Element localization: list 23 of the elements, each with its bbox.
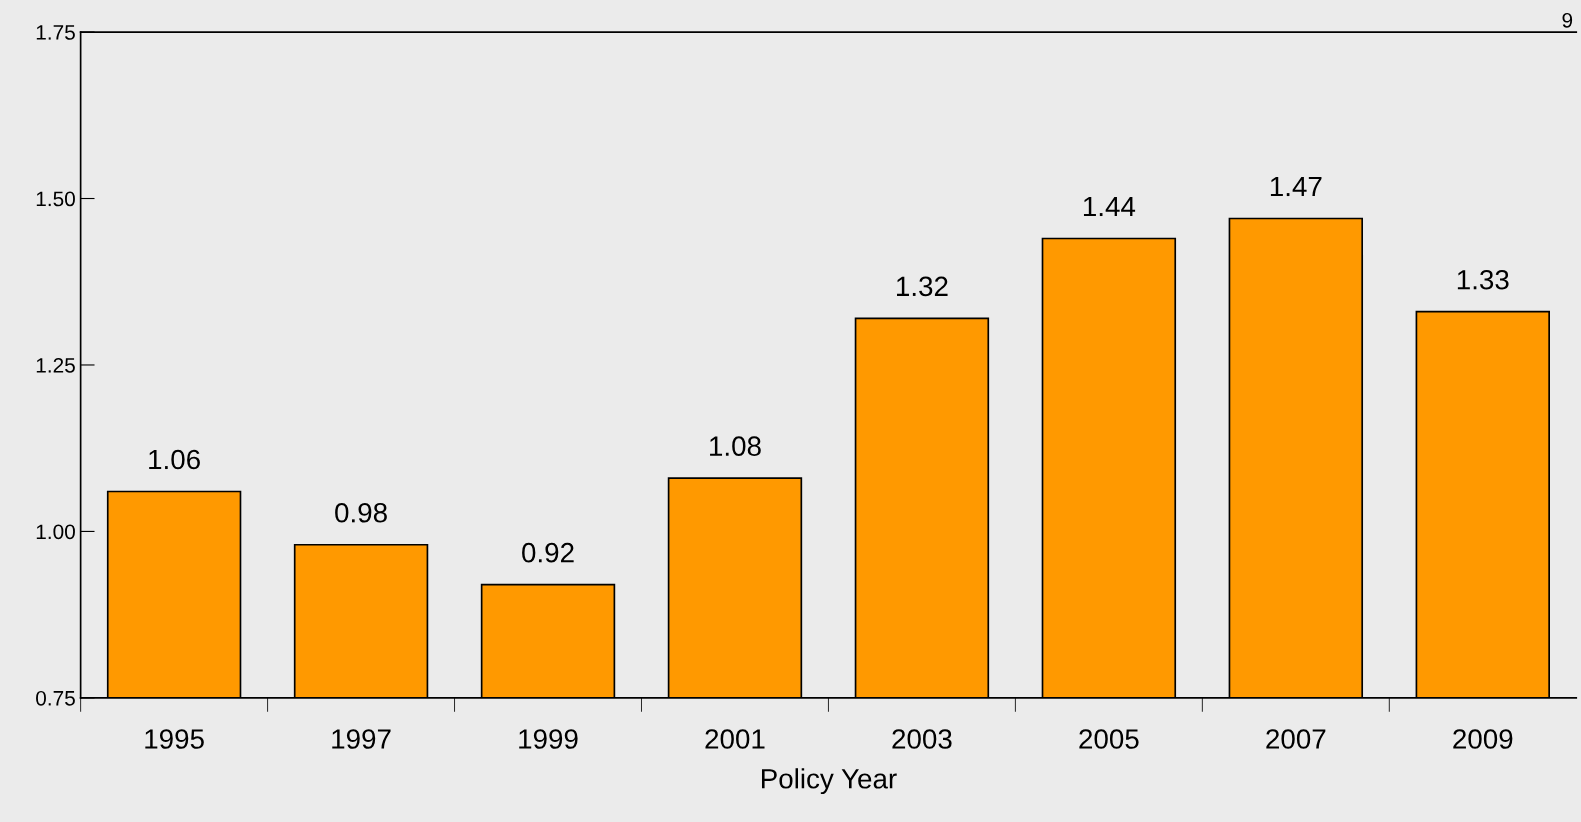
x-tick-label: 1999 [519, 729, 578, 749]
data-label: 1.47 [1270, 176, 1322, 197]
data-label: 1.33 [1457, 269, 1509, 290]
x-tick-label: 1997 [332, 729, 391, 749]
text: 9 [1562, 12, 1573, 28]
x-axis-title: Policy Year [761, 768, 897, 795]
y-tick-label: 0.75 [36, 690, 75, 706]
x-tick-label: 2007 [1266, 729, 1326, 749]
data-label: 1.44 [1083, 196, 1136, 217]
data-label: 0.92 [522, 542, 574, 563]
y-tick-label: 1.25 [36, 357, 75, 373]
y-tick-label: 1.00 [36, 524, 75, 540]
data-label: 1.32 [897, 276, 948, 297]
data-label: 0.98 [335, 502, 387, 523]
x-tick-label: 2003 [892, 729, 952, 749]
x-tick-label: 1995 [145, 729, 204, 749]
x-tick-label: 2009 [1453, 729, 1513, 749]
x-tick-label: 2005 [1079, 729, 1139, 749]
x-tick-label: 2001 [705, 729, 765, 749]
data-label: 1.06 [149, 449, 200, 470]
y-tick-label: 1.75 [36, 25, 75, 40]
y-tick-label: 1.50 [36, 191, 75, 207]
data-label: 1.08 [710, 436, 761, 456]
